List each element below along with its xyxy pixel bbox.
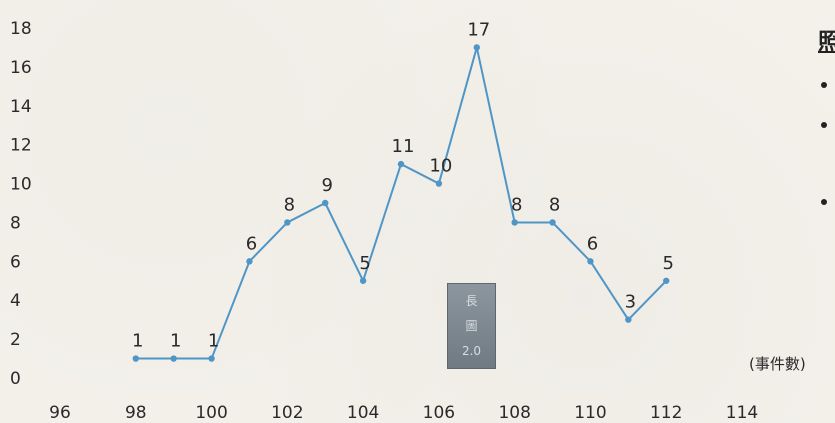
x-tick-label: 106 xyxy=(423,403,455,423)
y-tick-label: 0 xyxy=(10,369,21,389)
stamp-line-3: 2.0 xyxy=(461,344,482,359)
data-label: 8 xyxy=(284,194,295,215)
data-label: 1 xyxy=(208,331,219,352)
data-point xyxy=(625,316,632,323)
data-label: 1 xyxy=(132,331,143,352)
stamp-line-1: 長 xyxy=(465,293,478,308)
x-tick-label: 98 xyxy=(125,403,147,423)
data-point xyxy=(587,258,594,265)
x-tick-label: 102 xyxy=(271,403,303,423)
overlay-stamp: 長 圖 2.0 xyxy=(447,283,496,369)
y-tick-label: 2 xyxy=(10,330,21,350)
data-label: 8 xyxy=(511,194,522,215)
data-point xyxy=(359,277,367,284)
x-tick-label: 110 xyxy=(574,403,606,423)
data-point xyxy=(322,199,329,207)
x-tick-label: 100 xyxy=(195,403,227,423)
x-tick-label: 108 xyxy=(498,403,530,423)
legend-title: 照 xyxy=(818,30,835,55)
data-point xyxy=(132,355,139,362)
data-point xyxy=(511,219,518,226)
y-unit-label: (事件數) xyxy=(749,355,806,373)
data-label: 9 xyxy=(321,175,332,196)
x-tick-label: 114 xyxy=(726,403,758,423)
data-point xyxy=(663,277,670,284)
data-point xyxy=(208,355,215,362)
data-label: 6 xyxy=(587,233,598,254)
x-axis-ticks: 96 98 100 102 104 106 108 110 112 114 xyxy=(49,403,758,423)
y-axis-ticks: 0 2 4 6 8 10 12 14 16 18 xyxy=(10,19,32,389)
series-group xyxy=(132,44,670,362)
data-point xyxy=(549,219,556,226)
data-point xyxy=(284,219,291,226)
y-tick-label: 8 xyxy=(10,213,21,233)
legend-bullet xyxy=(821,199,827,205)
data-label: 5 xyxy=(662,253,673,274)
data-point xyxy=(246,258,253,265)
data-point xyxy=(397,160,405,168)
y-tick-label: 4 xyxy=(10,291,21,311)
data-label: 6 xyxy=(246,233,257,254)
y-tick-label: 18 xyxy=(10,19,32,39)
x-tick-label: 112 xyxy=(650,403,682,423)
legend-fragment: 照 xyxy=(818,24,835,224)
data-point xyxy=(170,355,177,362)
x-tick-label: 96 xyxy=(49,403,71,423)
data-point xyxy=(473,44,480,51)
data-label: 11 xyxy=(392,136,415,157)
data-label: 5 xyxy=(359,253,370,274)
legend-bullet xyxy=(821,82,827,88)
legend-bullet xyxy=(821,122,827,128)
x-tick-label: 104 xyxy=(347,403,379,423)
data-label: 10 xyxy=(429,156,452,177)
data-label: 17 xyxy=(467,19,490,40)
series-line xyxy=(135,46,667,360)
y-tick-label: 10 xyxy=(10,175,32,195)
data-label: 1 xyxy=(170,331,181,352)
y-tick-label: 16 xyxy=(10,58,32,78)
y-tick-label: 14 xyxy=(10,97,32,117)
y-tick-label: 6 xyxy=(10,252,21,272)
y-tick-label: 12 xyxy=(10,136,32,156)
data-point xyxy=(435,180,443,187)
stamp-line-2: 圖 xyxy=(465,318,478,333)
data-label: 8 xyxy=(549,194,560,215)
data-label: 3 xyxy=(625,292,636,313)
